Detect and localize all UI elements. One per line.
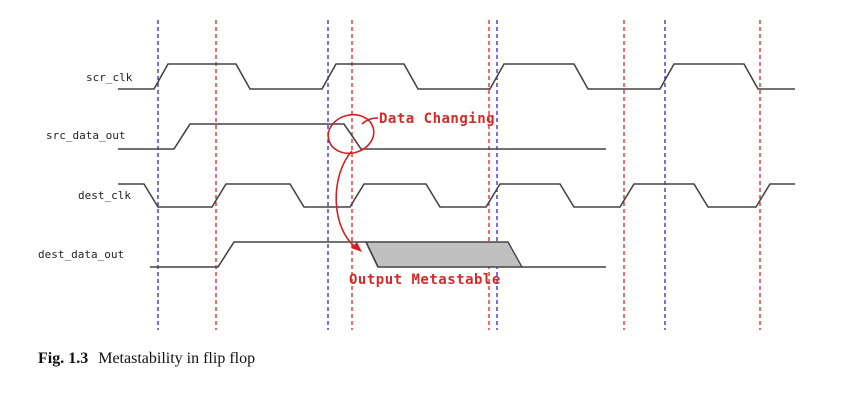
dest-clock-edge-lines <box>215 20 761 330</box>
scr-clk-waveform <box>118 63 795 90</box>
src-data-out-waveform <box>118 123 606 150</box>
figure-caption: Fig. 1.3 Metastability in flip flop <box>38 350 255 368</box>
data-changing-circle <box>327 113 375 155</box>
label-scr-clk: scr_clk <box>86 71 133 84</box>
metastable-region <box>364 241 524 268</box>
label-dest-data-out: dest_data_out <box>38 248 124 261</box>
annotation-data-changing: Data Changing <box>379 111 495 127</box>
data-changing-connector <box>361 117 379 125</box>
annotation-output-metastable: Output Metastable <box>349 272 501 288</box>
metastability-arrow <box>335 150 359 250</box>
figure-number: Fig. 1.3 <box>38 350 89 367</box>
label-dest-clk: dest_clk <box>78 189 131 202</box>
dest-data-out-waveform <box>150 241 606 268</box>
figure-caption-text: Metastability in flip flop <box>98 350 256 367</box>
label-src-data-out: src_data_out <box>46 129 125 142</box>
dest-clk-waveform <box>118 183 795 208</box>
arrow-head-icon <box>351 242 362 252</box>
timing-diagram: scr_clk src_data_out dest_clk dest_data_… <box>38 20 795 330</box>
source-clock-edge-lines <box>157 20 666 330</box>
